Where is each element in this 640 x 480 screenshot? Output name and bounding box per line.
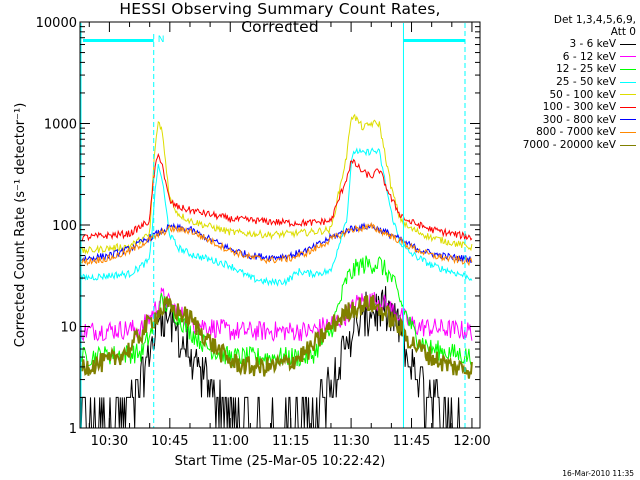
legend-label: 50 - 100 keV — [549, 88, 616, 101]
x-axis-label: Start Time (25-Mar-05 10:22:42) — [175, 454, 386, 469]
legend-entry: 6 - 12 keV — [484, 51, 636, 64]
y-tick-label: 1 — [69, 422, 77, 437]
legend-entries: 3 - 6 keV 6 - 12 keV 12 - 25 keV 25 - 50 ke… — [484, 38, 636, 151]
legend-entry: 100 - 300 keV — [484, 101, 636, 114]
data-layer — [80, 113, 473, 429]
status-bar-right — [403, 39, 465, 42]
night-annotation: N — [158, 35, 165, 45]
legend-label: 100 - 300 keV — [542, 101, 616, 114]
legend-entry: 7000 - 20000 keV — [484, 139, 636, 152]
series-line-100-300-kev — [81, 152, 473, 242]
series-line-7000-20000-kev — [80, 295, 473, 379]
legend-label: 3 - 6 keV — [569, 38, 616, 51]
status-bar-left — [83, 39, 154, 42]
timestamp: 16-Mar-2010 11:35 — [562, 469, 634, 478]
series-line-800-7000-kev — [80, 221, 473, 267]
legend-label: 6 - 12 keV — [562, 50, 616, 63]
legend-entry: 50 - 100 keV — [484, 88, 636, 101]
legend-swatch — [620, 144, 636, 146]
x-tick-label: 11:45 — [393, 434, 430, 449]
chart-title: HESSI Observing Summary Count Rates, Cor… — [119, 0, 441, 36]
legend: Det 1,3,4,5,6,9, Att 0 3 - 6 keV 6 - 12 k… — [484, 14, 636, 151]
series-line-50-100-kev — [80, 113, 473, 255]
y-axis: 1 10 100 1000 10000 — [36, 16, 480, 437]
legend-label: 7000 - 20000 keV — [522, 139, 616, 152]
series-line-6-12-kev — [80, 287, 473, 342]
y-tick-label: 1000 — [44, 118, 77, 133]
legend-swatch — [620, 94, 636, 96]
legend-label: 25 - 50 keV — [556, 76, 616, 89]
x-tick-label: 12:00 — [453, 434, 490, 449]
x-tick-label: 11:15 — [272, 434, 309, 449]
series-line-25-50-kev — [80, 147, 473, 287]
legend-entry: 3 - 6 keV — [484, 38, 636, 51]
legend-swatch — [620, 106, 636, 108]
legend-header-attenuator: Att 0 — [610, 26, 636, 38]
x-tick-label: 10:45 — [151, 434, 188, 449]
y-axis-label: Corrected Count Rate (s⁻¹ detector⁻¹) — [13, 103, 28, 348]
legend-entry: 25 - 50 keV — [484, 76, 636, 89]
legend-label: 300 - 800 keV — [542, 113, 616, 126]
legend-entry: 12 - 25 keV — [484, 63, 636, 76]
legend-swatch — [620, 119, 636, 121]
legend-entry: 300 - 800 keV — [484, 114, 636, 127]
legend-swatch — [620, 131, 636, 133]
x-tick-label: 11:00 — [212, 434, 249, 449]
legend-label: 800 - 7000 keV — [536, 126, 616, 139]
series-line-12-25-kev — [80, 255, 473, 368]
y-tick-label: 10000 — [36, 16, 77, 31]
series-line-3-6-kev — [80, 286, 472, 429]
legend-header-detectors: Det 1,3,4,5,6,9, — [553, 14, 636, 26]
legend-swatch — [620, 68, 636, 70]
legend-swatch — [620, 43, 636, 45]
legend-label: 12 - 25 keV — [556, 63, 616, 76]
series-line-300-800-kev — [80, 222, 473, 264]
legend-swatch — [620, 81, 636, 83]
y-tick-label: 100 — [52, 219, 77, 234]
y-tick-label: 10 — [60, 321, 77, 336]
x-axis: 10:30 10:45 11:00 11:15 11:30 11:45 12:00 — [88, 22, 491, 449]
x-tick-label: 11:30 — [332, 434, 369, 449]
legend-entry: 800 - 7000 keV — [484, 126, 636, 139]
legend-swatch — [620, 56, 636, 58]
x-tick-label: 10:30 — [91, 434, 128, 449]
